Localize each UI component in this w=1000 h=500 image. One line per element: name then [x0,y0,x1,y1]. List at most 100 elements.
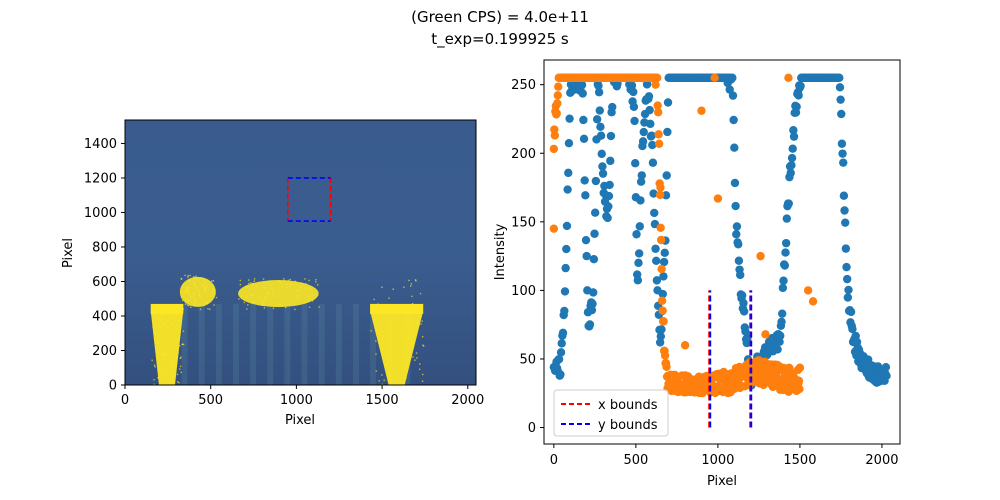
data-point [606,156,615,166]
data-point [841,244,851,253]
data-point [556,348,566,357]
data-point [840,206,849,215]
image-frame [124,119,477,386]
data-point [784,73,793,83]
data-point [552,109,561,118]
data-point [594,88,604,97]
data-point [663,127,672,137]
data-point [728,91,738,100]
scatter-y-tick-label: 200 [511,147,536,162]
data-point [795,384,804,394]
data-point [839,158,848,167]
figure-title-line-2: t_exp=0.199925 s [431,30,569,48]
scatter-frame [543,59,901,445]
data-point [756,251,765,261]
data-point [650,208,659,218]
scatter-x-tick-label: 1000 [701,453,734,468]
data-point [843,293,853,302]
data-point [794,91,803,100]
data-point [655,338,665,347]
data-point [637,171,646,180]
image-y-tick-label: 600 [92,275,117,290]
scatter-x-tick-label: 2000 [865,453,898,468]
data-point [648,158,658,167]
data-point [648,140,657,150]
data-point [655,190,665,200]
data-point [651,244,660,253]
data-point [653,101,662,110]
image-y-tick-label: 1400 [84,137,117,152]
data-point [594,81,603,90]
data-point [590,208,600,217]
data-point [581,235,591,245]
data-point [604,202,613,211]
data-point [729,115,738,125]
data-point [652,256,661,266]
data-point [588,299,597,308]
data-point [646,119,655,129]
data-point [556,370,565,379]
data-point [598,162,607,171]
scatter-y-tick-label: 100 [511,284,536,299]
scatter-legend: x bounds y bounds [553,389,669,437]
data-point [634,249,644,258]
series-orange [549,73,818,398]
data-point [647,131,656,140]
data-point [638,137,648,146]
data-point [653,108,663,117]
data-point [645,105,654,115]
data-point [604,191,614,201]
data-point [656,235,666,245]
data-point [565,114,574,123]
data-point [591,176,601,186]
data-point [592,115,602,124]
data-point [652,276,662,285]
roi-box [287,177,332,222]
data-point [658,306,667,315]
data-point [728,73,737,83]
scatter-y-tick-label: 0 [528,421,536,436]
data-point [563,185,572,194]
data-point [585,320,595,329]
data-point [808,297,818,306]
data-point [590,229,599,238]
image-x-tick-label: 0 [121,393,129,408]
data-point [656,332,666,341]
data-point [846,307,856,317]
data-point [773,345,782,354]
scatter-panel: 0 500 1000 1500 2000 0 50 100 150 200 250 Pixel I… [493,59,901,489]
data-point [789,126,798,135]
data-point [842,262,851,272]
data-point [660,351,670,360]
data-point [557,339,566,348]
data-point [561,263,570,273]
data-point [736,270,745,280]
bright-region [150,303,185,385]
data-point [841,218,850,227]
data-point [730,178,740,188]
image-x-tick-label: 500 [198,393,223,408]
data-point [779,276,788,285]
data-point [731,201,740,211]
data-point [782,214,792,223]
data-point [635,222,645,231]
data-point [789,132,799,141]
data-point [835,73,844,83]
data-point [732,230,741,239]
data-point [848,324,857,334]
data-point [596,131,606,140]
scatter-y-axis-label: Intensity [493,223,508,280]
data-point [778,283,788,293]
image-y-tick-label: 200 [92,344,117,359]
data-point [803,286,813,295]
data-point [732,222,742,231]
data-point [662,362,671,371]
image-y-axis-label: Pixel [61,238,76,268]
scatter-x-tick-label: 1500 [783,453,816,468]
data-point [549,224,559,233]
data-point [608,102,617,112]
data-point [629,102,639,112]
data-point [836,95,845,104]
data-point [792,102,801,111]
data-point [680,341,690,350]
